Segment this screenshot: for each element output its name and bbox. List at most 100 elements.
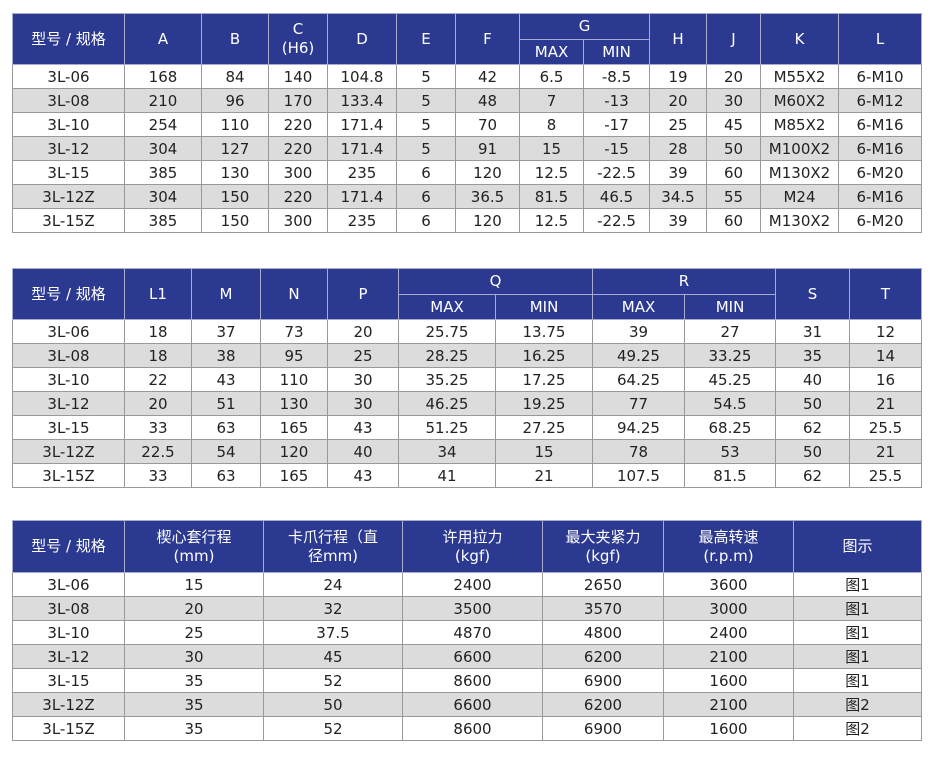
table-cell: 34.5	[649, 184, 707, 209]
column-header: 图示	[793, 520, 922, 573]
model-cell: 3L-15	[12, 415, 125, 440]
table-cell: 78	[592, 439, 685, 464]
table-cell: 2400	[402, 572, 543, 597]
table-cell: 36.5	[455, 184, 520, 209]
table-cell: 6	[396, 160, 456, 185]
table-cell: 5	[396, 112, 456, 137]
table-cell: 60	[706, 160, 761, 185]
table-cell: 54	[191, 439, 261, 464]
table-cell: 图2	[793, 716, 922, 741]
table-row: 3L-15 35 52 8600 6900 1600 图1	[12, 668, 922, 693]
table-cell: M55X2	[760, 64, 839, 89]
table-cell: 70	[455, 112, 520, 137]
table-cell: 25	[649, 112, 707, 137]
table-cell: 39	[592, 319, 685, 344]
table-cell: 68.25	[684, 415, 776, 440]
column-header: S	[775, 268, 850, 320]
table-cell: 35	[124, 692, 264, 717]
table-cell: 25.75	[398, 319, 496, 344]
table-cell: 171.4	[327, 136, 397, 161]
table-cell: 40	[775, 367, 850, 392]
table-cell: 130	[201, 160, 269, 185]
table-cell: 27	[684, 319, 776, 344]
table-cell: 48	[455, 88, 520, 113]
table-cell: 25.5	[849, 463, 922, 488]
table-cell: 18	[124, 343, 192, 368]
table-cell: 4800	[542, 620, 664, 645]
table-row: 3L-15Z 385 150 300 235 6 120 12.5 -22.5 39 60 M130X…	[12, 208, 922, 233]
table-cell: 20	[327, 319, 399, 344]
table-cell: 20	[706, 64, 761, 89]
table-cell: 60	[706, 208, 761, 233]
table-cell: 6-M16	[838, 184, 922, 209]
table-row: 3L-15Z 35 52 8600 6900 1600 图2	[12, 716, 922, 741]
column-header: B	[201, 13, 269, 65]
table-cell: M60X2	[760, 88, 839, 113]
table-cell: 165	[260, 415, 328, 440]
column-header: 卡爪行程（直 径mm)	[263, 520, 403, 573]
model-cell: 3L-12	[12, 136, 125, 161]
table-cell: 104.8	[327, 64, 397, 89]
table-cell: 94.25	[592, 415, 685, 440]
table-cell: 120	[455, 208, 520, 233]
table-row: 3L-15 385 130 300 235 6 120 12.5 -22.5 39 60 M130X2…	[12, 160, 922, 185]
table-cell: 25	[124, 620, 264, 645]
table-cell: 150	[201, 208, 269, 233]
model-cell: 3L-08	[12, 88, 125, 113]
table-cell: 63	[191, 415, 261, 440]
table-cell: 33.25	[684, 343, 776, 368]
table-cell: 图1	[793, 620, 922, 645]
table-row: 3L-06 15 24 2400 2650 3600 图1	[12, 572, 922, 597]
table-cell: 63	[191, 463, 261, 488]
table-row: 3L-12 30 45 6600 6200 2100 图1	[12, 644, 922, 669]
table-cell: 6.5	[519, 64, 584, 89]
table-cell: 2650	[542, 572, 664, 597]
table-cell: 385	[124, 160, 202, 185]
model-cell: 3L-12Z	[12, 184, 125, 209]
column-header: K	[760, 13, 839, 65]
column-header: 楔心套行程 (mm)	[124, 520, 264, 573]
table-cell: 150	[201, 184, 269, 209]
table-cell: 385	[124, 208, 202, 233]
table-cell: 130	[260, 391, 328, 416]
column-header: 型号 / 规格	[12, 13, 125, 65]
table-cell: 304	[124, 184, 202, 209]
table-cell: 304	[124, 136, 202, 161]
table-cell: 127	[201, 136, 269, 161]
table-cell: -22.5	[583, 160, 650, 185]
column-header: A	[124, 13, 202, 65]
table-cell: 73	[260, 319, 328, 344]
model-cell: 3L-15Z	[12, 716, 125, 741]
table-cell: 37.5	[263, 620, 403, 645]
column-header: 型号 / 规格	[12, 268, 125, 320]
table-cell: 91	[455, 136, 520, 161]
table-cell: M130X2	[760, 160, 839, 185]
table-cell: 16	[849, 367, 922, 392]
table-cell: 22.5	[124, 439, 192, 464]
table-cell: 62	[775, 463, 850, 488]
table-cell: 12.5	[519, 160, 584, 185]
table-cell: 39	[649, 208, 707, 233]
table-cell: 6900	[542, 668, 664, 693]
column-header: 最高转速 (r.p.m)	[663, 520, 794, 573]
table-cell: M100X2	[760, 136, 839, 161]
table-cell: 4870	[402, 620, 543, 645]
table-cell: 21	[849, 439, 922, 464]
table-row: 3L-10 254 110 220 171.4 5 70 8 -17 25 45 M85X2 6-M16	[12, 112, 922, 137]
table-cell: 6	[396, 208, 456, 233]
table-cell: 20	[649, 88, 707, 113]
performance-table: 型号 / 规格 楔心套行程 (mm) 卡爪行程（直 径mm) 许用拉力 (kgf) 最大…	[12, 520, 922, 741]
table-cell: 28	[649, 136, 707, 161]
table-cell: 31	[775, 319, 850, 344]
table-row: 3L-08 18 38 95 25 28.25 16.25 49.25 33.25 35 14	[12, 343, 922, 368]
model-cell: 3L-12Z	[12, 692, 125, 717]
table-row: 3L-12Z 304 150 220 171.4 6 36.5 81.5 46.5 34.5 55 M…	[12, 184, 922, 209]
table-cell: -15	[583, 136, 650, 161]
table-cell: 8600	[402, 668, 543, 693]
table-cell: 45	[706, 112, 761, 137]
table-cell: 25.5	[849, 415, 922, 440]
table-row: 3L-10 25 37.5 4870 4800 2400 图1	[12, 620, 922, 645]
table-row: 3L-12 304 127 220 171.4 5 91 15 -15 28 50 M100X2 6-M…	[12, 136, 922, 161]
dimension-table-2: 型号 / 规格 L1 M N P Q R S T MAX MIN MAX MIN 3L-06 18 37 73 2…	[12, 268, 922, 488]
table-cell: 133.4	[327, 88, 397, 113]
